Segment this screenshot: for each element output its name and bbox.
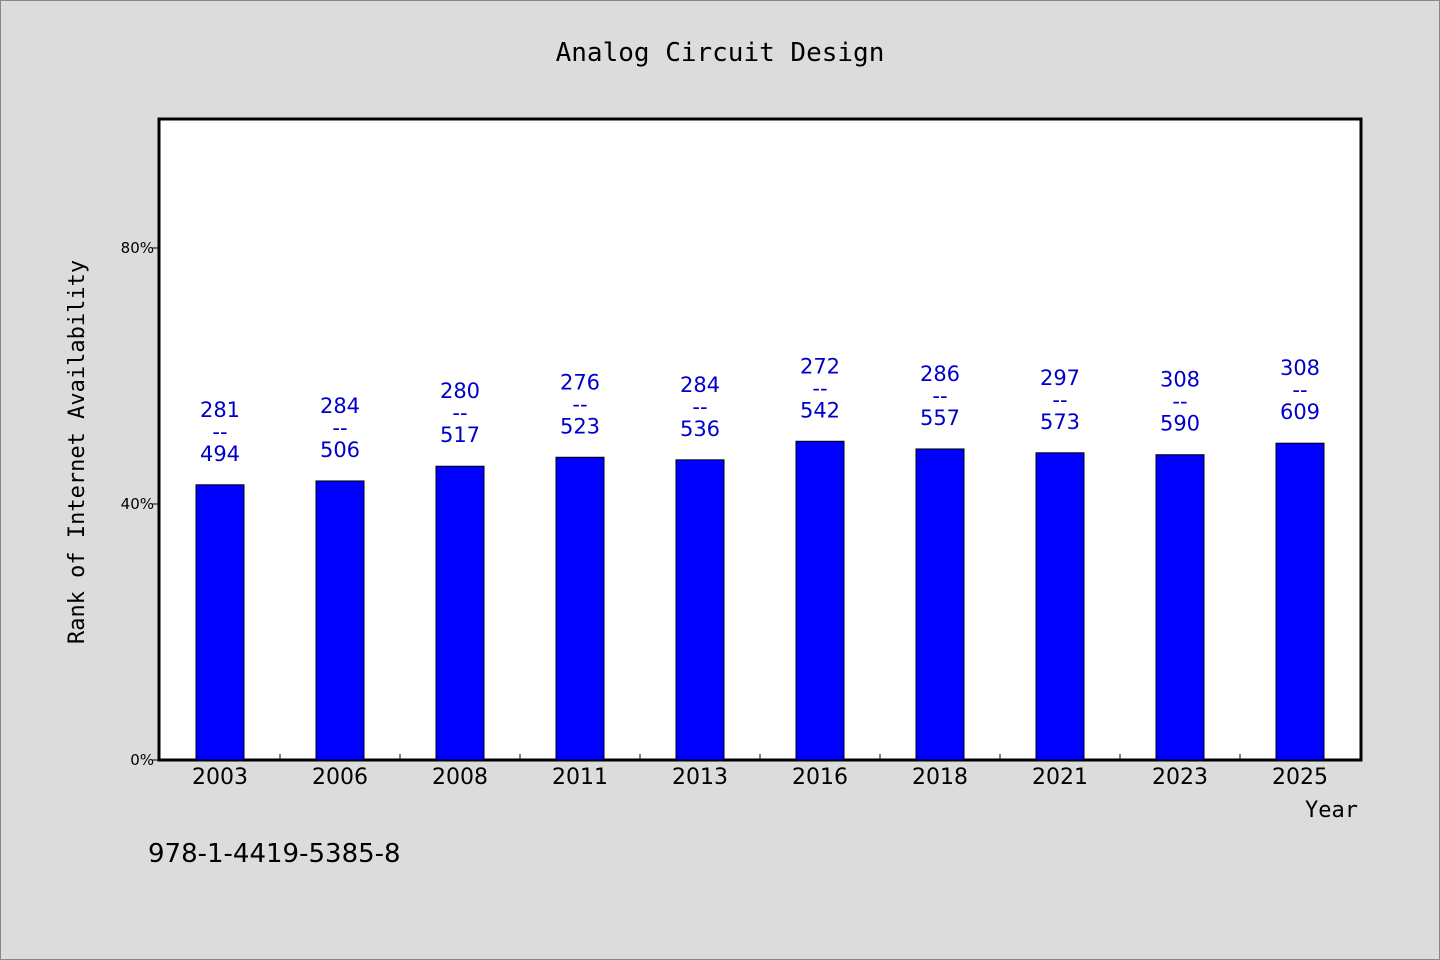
bar-2023: [1155, 454, 1205, 761]
bar-2008: [435, 465, 485, 761]
bar-value-label: 536: [680, 417, 720, 441]
bars-group: [195, 440, 1325, 761]
bar-value-label: 523: [560, 414, 600, 438]
bar-value-label: --: [332, 416, 347, 440]
bar-2016: [795, 440, 845, 761]
bar-value-label: --: [932, 384, 947, 408]
bar-value-label: --: [572, 392, 587, 416]
x-axis: 2003 2006 2008 2011 2013 2016 2018 2021 2023 2025: [192, 754, 1328, 790]
isbn-text: 978-1-4419-5385-8: [148, 839, 401, 869]
y-tick-label: 0%: [130, 751, 154, 769]
x-tick-label: 2018: [912, 765, 968, 790]
bar-value-label: 280: [440, 379, 480, 403]
bar-value-label: 281: [200, 398, 240, 422]
x-tick-label: 2025: [1272, 765, 1328, 790]
bar-value-label: 272: [800, 354, 840, 378]
bar-value-label: 494: [200, 442, 240, 466]
x-tick-label: 2021: [1032, 765, 1088, 790]
bar-2025: [1275, 442, 1325, 761]
bar-value-label: 557: [920, 406, 960, 430]
bar-value-label: 308: [1280, 356, 1320, 380]
x-tick-label: 2016: [792, 765, 848, 790]
data-labels-group: 281--494284--506280--517276--523284--536…: [200, 354, 1320, 466]
bar-value-label: 308: [1160, 368, 1200, 392]
bar-value-label: --: [212, 420, 227, 444]
bar-2006: [315, 480, 365, 761]
bar-value-label: 542: [800, 398, 840, 422]
y-tick-label: 40%: [121, 495, 154, 513]
chart-title: Analog Circuit Design: [556, 38, 885, 68]
bar-value-label: 573: [1040, 410, 1080, 434]
y-tick-label: 80%: [121, 239, 154, 257]
bar-value-label: 506: [320, 438, 360, 462]
bar-value-label: 590: [1160, 412, 1200, 436]
bar-value-label: 286: [920, 362, 960, 386]
x-axis-label: Year: [1305, 798, 1358, 823]
bar-value-label: 609: [1280, 400, 1320, 424]
x-tick-label: 2023: [1152, 765, 1208, 790]
bar-2021: [1035, 452, 1085, 761]
y-axis-label: Rank of Internet Availability: [65, 260, 90, 644]
bar-2018: [915, 448, 965, 761]
x-tick-label: 2011: [552, 765, 608, 790]
bar-value-label: --: [1052, 388, 1067, 412]
bar-value-label: 276: [560, 370, 600, 394]
x-tick-label: 2006: [312, 765, 368, 790]
bar-2011: [555, 456, 605, 761]
bar-value-label: --: [1172, 390, 1187, 414]
x-tick-label: 2008: [432, 765, 488, 790]
bar-value-label: 284: [680, 373, 720, 397]
bar-value-label: 284: [320, 394, 360, 418]
x-tick-label: 2013: [672, 765, 728, 790]
bar-2013: [675, 459, 725, 761]
y-axis: 0% 40% 80%: [121, 239, 160, 769]
bar-value-label: 517: [440, 423, 480, 447]
bar-value-label: --: [812, 376, 827, 400]
bar-value-label: 297: [1040, 366, 1080, 390]
bar-value-label: --: [1292, 378, 1307, 402]
bar-2003: [195, 484, 245, 761]
bar-value-label: --: [692, 395, 707, 419]
x-tick-label: 2003: [192, 765, 248, 790]
bar-value-label: --: [452, 401, 467, 425]
